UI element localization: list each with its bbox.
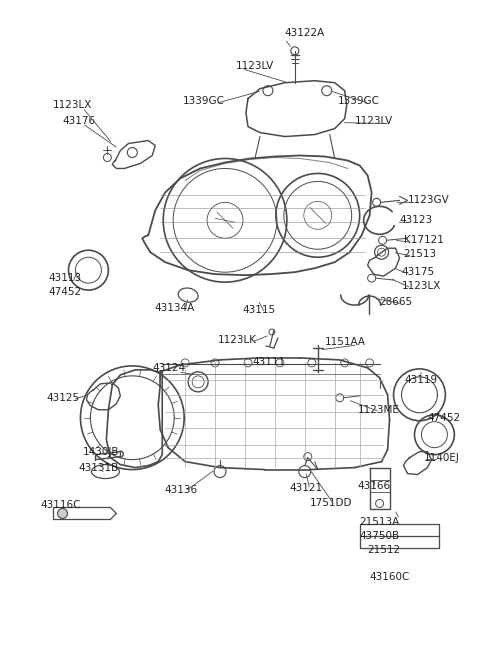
Text: 43111: 43111: [252, 357, 285, 367]
Text: 1123GV: 1123GV: [408, 195, 449, 205]
Text: 47452: 47452: [48, 287, 82, 297]
Text: 43134A: 43134A: [154, 303, 194, 313]
Text: 43136: 43136: [164, 485, 197, 495]
Text: 43176: 43176: [62, 115, 96, 125]
Text: 43115: 43115: [242, 305, 275, 315]
Text: 1151AA: 1151AA: [325, 337, 366, 347]
Text: 21513A: 21513A: [360, 518, 400, 527]
Text: 1123LV: 1123LV: [236, 61, 274, 71]
Text: 28665: 28665: [380, 297, 413, 307]
Text: 1123ME: 1123ME: [358, 405, 399, 415]
Text: 43175: 43175: [402, 267, 435, 277]
Text: 1123LK: 1123LK: [218, 335, 257, 345]
Text: 43160C: 43160C: [370, 572, 410, 583]
Text: 1140EJ: 1140EJ: [423, 453, 459, 462]
Text: 43121: 43121: [290, 483, 323, 493]
Text: 1123LX: 1123LX: [52, 100, 92, 110]
Text: 1123LX: 1123LX: [402, 281, 441, 291]
Text: 43166: 43166: [358, 481, 391, 491]
Text: 1339GC: 1339GC: [183, 96, 225, 106]
Text: 43116C: 43116C: [41, 501, 81, 510]
Text: K17121: K17121: [404, 236, 444, 245]
Text: 21512: 21512: [368, 545, 401, 556]
Text: 1751DD: 1751DD: [310, 499, 352, 508]
Text: 1430JB: 1430JB: [83, 447, 119, 457]
Text: 43123: 43123: [399, 215, 432, 225]
Text: 1123LV: 1123LV: [355, 115, 393, 125]
Circle shape: [58, 508, 68, 518]
Text: 43124: 43124: [152, 363, 185, 373]
Text: 43122A: 43122A: [285, 28, 325, 38]
Text: 47452: 47452: [428, 413, 461, 422]
Text: 1339GC: 1339GC: [338, 96, 380, 106]
Text: 43125: 43125: [47, 393, 80, 403]
Text: 43119: 43119: [405, 375, 438, 385]
Text: 43131B: 43131B: [78, 462, 119, 472]
Text: 21513: 21513: [404, 249, 437, 259]
Text: 43750B: 43750B: [360, 531, 400, 541]
Text: 43113: 43113: [48, 273, 82, 283]
